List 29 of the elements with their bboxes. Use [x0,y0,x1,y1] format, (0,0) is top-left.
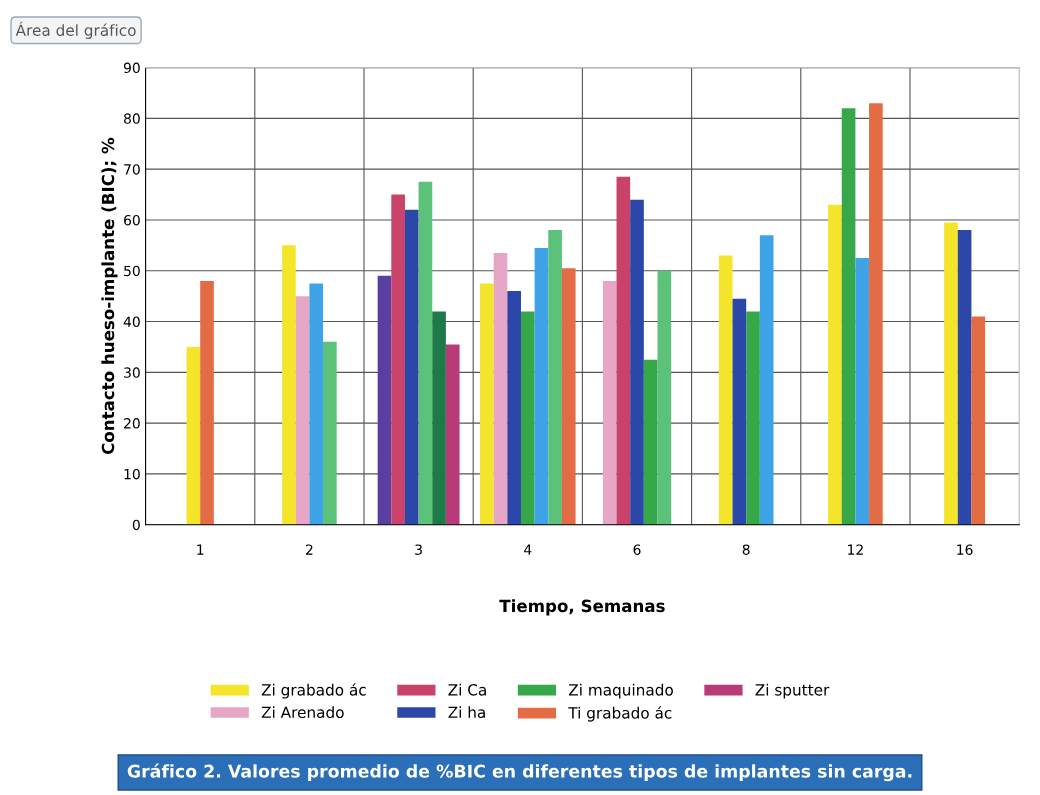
y-tick-label: 10 [124,468,140,480]
legend-label: Ti grabado ác [568,706,672,722]
x-tick-label: 8 [742,544,750,555]
x-tick-label: 12 [848,544,863,555]
y-tick-label: 70 [124,164,140,175]
legend-label: Zi ha [448,706,485,719]
x-tick-label: 16 [957,544,973,555]
text: Área del gráfico [15,21,136,39]
y-tick-label: 90 [123,62,140,74]
x-tick-label: 3 [415,544,422,555]
y-tick-label: 50 [124,265,140,277]
y-tick-label: 40 [123,316,140,328]
x-tick-label: 6 [633,544,641,555]
y-axis-title: Contacto hueso-implante (BIC); % [101,137,118,455]
legend-label: Zi grabado ác [261,683,366,699]
legend-label: Zi Ca [448,683,486,696]
legend-label: Zi Arenado [261,706,344,719]
legend-label: Zi sputter [755,683,830,699]
y-tick-label: 60 [124,214,140,226]
x-tick-label: 2 [306,544,313,555]
y-tick-label: 30 [124,367,140,378]
x-tick-label: 4 [524,544,532,555]
legend-label: Zi maquinado [568,683,673,699]
y-tick-label: 0 [132,519,140,531]
text: Gráfico 2. Valores promedio de %BIC en diferentes tipos de implantes sin carga. [127,763,912,782]
y-tick-label: 20 [124,418,140,429]
x-tick-label: 1 [197,544,204,555]
x-axis-title: Tiempo, Semanas [499,599,665,616]
y-tick-label: 80 [124,113,140,124]
